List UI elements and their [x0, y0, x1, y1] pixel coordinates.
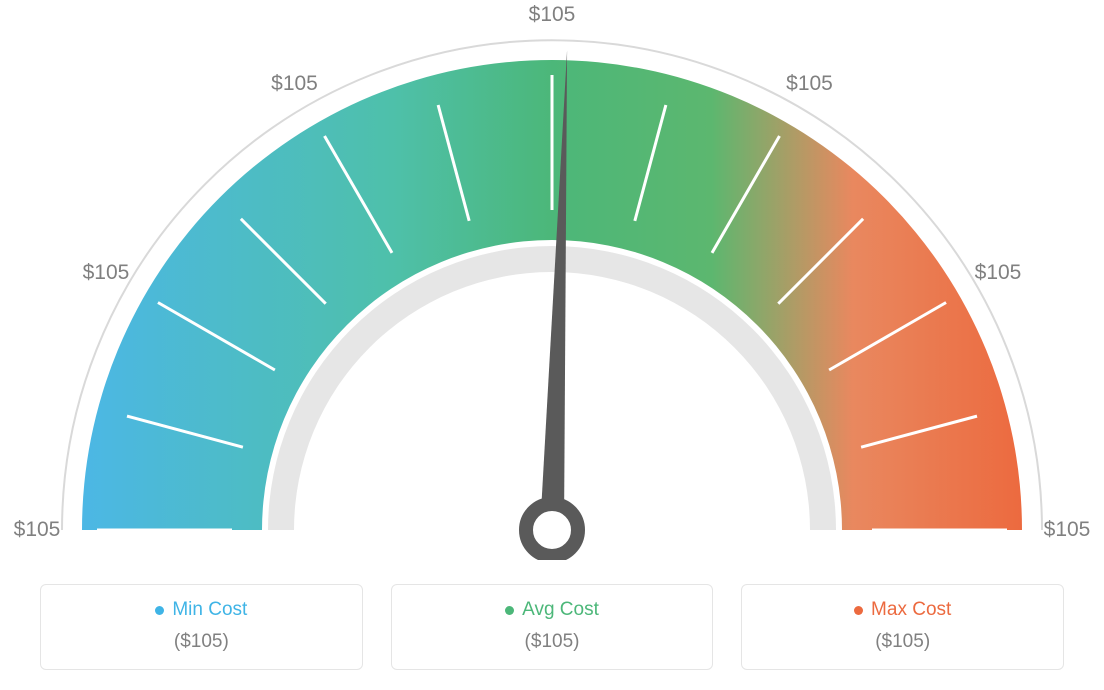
legend-row: Min Cost ($105) Avg Cost ($105) Max Cost…	[40, 584, 1064, 670]
legend-card-avg: Avg Cost ($105)	[391, 584, 714, 670]
legend-label-min: Min Cost	[172, 599, 247, 621]
gauge-tick-label: $105	[786, 72, 833, 96]
legend-dot-max	[854, 606, 863, 615]
legend-value-avg: ($105)	[392, 631, 713, 653]
legend-value-min: ($105)	[41, 631, 362, 653]
gauge-svg	[0, 0, 1104, 560]
gauge-tick-label: $105	[975, 261, 1022, 285]
legend-title-avg: Avg Cost	[505, 599, 599, 621]
gauge-tick-label: $105	[83, 261, 130, 285]
gauge-tick-label: $105	[14, 518, 61, 542]
legend-label-max: Max Cost	[871, 599, 951, 621]
gauge-chart: $105 $105 $105 $105 $105 $105 $105	[0, 0, 1104, 560]
legend-title-min: Min Cost	[155, 599, 247, 621]
legend-card-min: Min Cost ($105)	[40, 584, 363, 670]
legend-dot-min	[155, 606, 164, 615]
legend-card-max: Max Cost ($105)	[741, 584, 1064, 670]
legend-value-max: ($105)	[742, 631, 1063, 653]
gauge-tick-label: $105	[1044, 518, 1091, 542]
gauge-tick-label: $105	[271, 72, 318, 96]
legend-title-max: Max Cost	[854, 599, 951, 621]
legend-label-avg: Avg Cost	[522, 599, 599, 621]
legend-dot-avg	[505, 606, 514, 615]
gauge-tick-label: $105	[529, 3, 576, 27]
